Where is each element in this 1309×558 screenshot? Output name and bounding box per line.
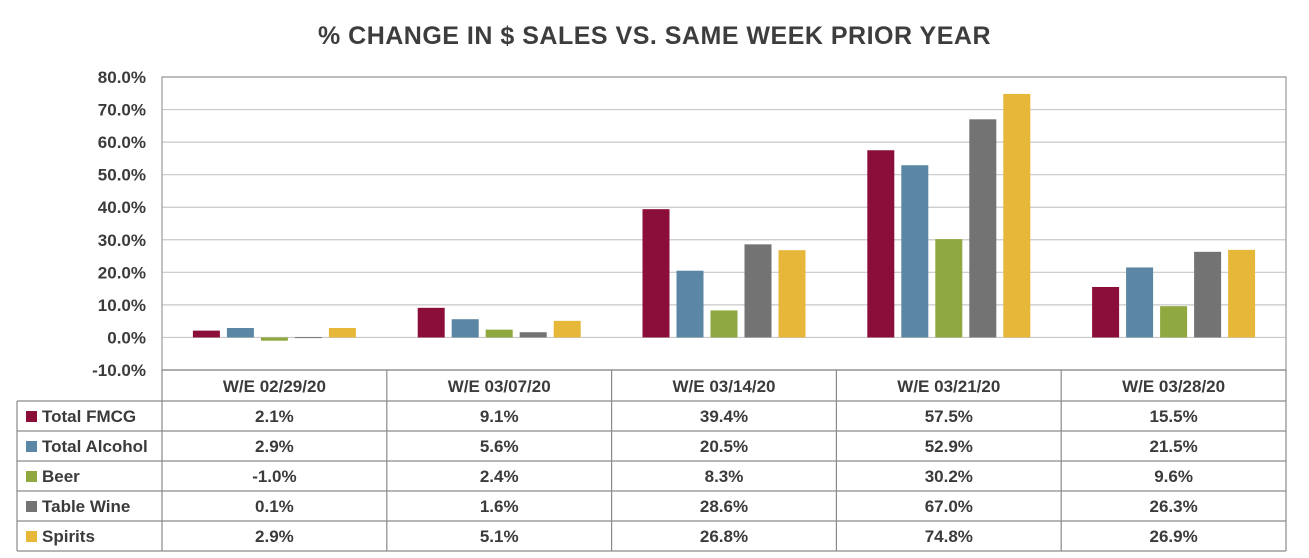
data-label: 28.6% [700, 497, 748, 516]
legend-swatch [26, 441, 37, 452]
y-tick-label: -10.0% [92, 361, 146, 380]
bar [744, 244, 772, 338]
bar [553, 320, 581, 338]
data-label: 0.1% [255, 497, 294, 516]
bar [485, 329, 513, 338]
bar [417, 307, 445, 338]
data-label: 2.1% [255, 407, 294, 426]
bar [935, 239, 963, 338]
data-label: 67.0% [925, 497, 973, 516]
bar [901, 165, 929, 338]
bar [294, 337, 322, 339]
bar [676, 270, 704, 338]
data-label: 74.8% [925, 527, 973, 546]
data-label: 30.2% [925, 467, 973, 486]
data-label: 1.6% [480, 497, 519, 516]
y-tick-label: 20.0% [98, 263, 146, 282]
y-tick-label: 30.0% [98, 231, 146, 250]
data-label: -1.0% [252, 467, 296, 486]
legend-label: Total Alcohol [42, 437, 148, 456]
data-label: 8.3% [705, 467, 744, 486]
bar [1194, 251, 1222, 338]
bar [519, 332, 547, 338]
y-tick-label: 60.0% [98, 133, 146, 152]
bar [192, 330, 220, 338]
data-label: 2.9% [255, 527, 294, 546]
data-label: 52.9% [925, 437, 973, 456]
bar [710, 310, 738, 338]
category-label: W/E 03/28/20 [1122, 377, 1225, 396]
bar [260, 337, 288, 341]
chart-title: % CHANGE IN $ SALES VS. SAME WEEK PRIOR … [317, 22, 992, 50]
y-tick-label: 70.0% [98, 101, 146, 120]
y-tick-label: 0.0% [107, 328, 146, 347]
category-label: W/E 03/21/20 [897, 377, 1000, 396]
data-label: 26.3% [1149, 497, 1197, 516]
bar [1160, 306, 1188, 338]
y-tick-label: 40.0% [98, 198, 146, 217]
data-label: 21.5% [1149, 437, 1197, 456]
category-label: W/E 02/29/20 [223, 377, 326, 396]
bar [226, 328, 254, 338]
data-label: 9.1% [480, 407, 519, 426]
legend-label: Total FMCG [42, 407, 136, 426]
bar [451, 319, 479, 338]
data-label: 57.5% [925, 407, 973, 426]
bar [1003, 93, 1031, 338]
bar [867, 150, 895, 338]
legend-label: Beer [42, 467, 80, 486]
legend-label: Spirits [42, 527, 95, 546]
category-label: W/E 03/14/20 [672, 377, 775, 396]
data-label: 15.5% [1149, 407, 1197, 426]
data-label: 39.4% [700, 407, 748, 426]
bar [778, 250, 806, 338]
y-tick-label: 80.0% [98, 68, 146, 87]
bar [1228, 249, 1256, 338]
data-label: 2.4% [480, 467, 519, 486]
data-label: 20.5% [700, 437, 748, 456]
legend-swatch [26, 501, 37, 512]
bar [328, 328, 356, 338]
data-label: 26.8% [700, 527, 748, 546]
data-label: 2.9% [255, 437, 294, 456]
bar [1126, 267, 1154, 338]
y-tick-label: 50.0% [98, 166, 146, 185]
legend-swatch [26, 411, 37, 422]
bar [969, 119, 997, 338]
bar [1092, 286, 1120, 338]
legend-swatch [26, 531, 37, 542]
y-tick-label: 10.0% [98, 296, 146, 315]
data-label: 5.6% [480, 437, 519, 456]
bar [642, 209, 670, 338]
legend-label: Table Wine [42, 497, 130, 516]
data-label: 9.6% [1154, 467, 1193, 486]
data-label: 5.1% [480, 527, 519, 546]
data-label: 26.9% [1149, 527, 1197, 546]
legend-swatch [26, 471, 37, 482]
category-label: W/E 03/07/20 [448, 377, 551, 396]
